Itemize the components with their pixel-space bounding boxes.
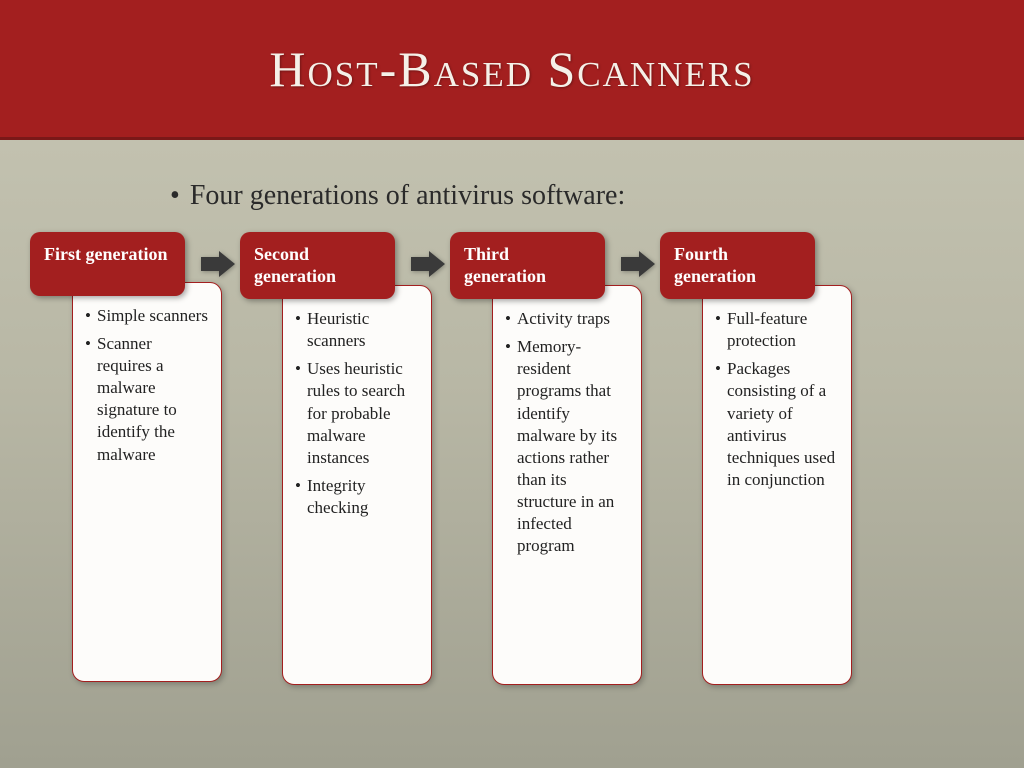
card-body: Activity traps Memory-resident programs …: [492, 285, 642, 685]
card-header: Second generation: [240, 232, 395, 299]
card-bullet: Heuristic scanners: [295, 308, 419, 352]
card-bullet: Packages consisting of a variety of anti…: [715, 358, 839, 491]
card-bullet: Simple scanners: [85, 305, 209, 327]
slide-title: Host-Based Scanners: [269, 40, 754, 98]
arrow-icon: [406, 232, 450, 296]
card-group-3: Third generation Activity traps Memory-r…: [450, 232, 660, 685]
slide-header: Host-Based Scanners: [0, 0, 1024, 140]
card-body: Simple scanners Scanner requires a malwa…: [72, 282, 222, 682]
card-header: Third generation: [450, 232, 605, 299]
subtitle-text: Four generations of antivirus software:: [190, 180, 625, 211]
card-header: First generation: [30, 232, 185, 296]
card-body: Heuristic scanners Uses heuristic rules …: [282, 285, 432, 685]
slide-subtitle: • Four generations of antivirus software:: [170, 180, 1024, 212]
card-group-2: Second generation Heuristic scanners Use…: [240, 232, 450, 685]
card-bullet: Scanner requires a malware signature to …: [85, 333, 209, 466]
bullet-glyph: •: [170, 180, 180, 211]
card-header: Fourth generation: [660, 232, 815, 299]
card-group-1: First generation Simple scanners Scanner…: [30, 232, 240, 682]
card-bullet: Integrity checking: [295, 475, 419, 519]
arrow-icon: [616, 232, 660, 296]
card-body: Full-feature protection Packages consist…: [702, 285, 852, 685]
card-bullet: Uses heuristic rules to search for proba…: [295, 358, 419, 468]
card-group-4: Fourth generation Full-feature protectio…: [660, 232, 870, 685]
card-bullet: Activity traps: [505, 308, 629, 330]
card-bullet: Memory-resident programs that identify m…: [505, 336, 629, 557]
arrow-icon: [196, 232, 240, 296]
card-bullet: Full-feature protection: [715, 308, 839, 352]
cards-row: First generation Simple scanners Scanner…: [0, 232, 1024, 685]
